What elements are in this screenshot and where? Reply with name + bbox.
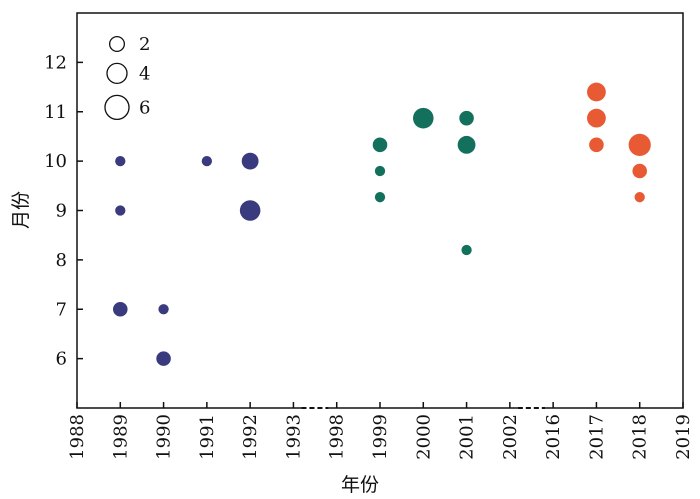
x-tick-label: 1990 — [154, 414, 175, 460]
bubble-point — [115, 205, 126, 216]
legend-size-circle — [108, 35, 126, 53]
x-tick-label: 1993 — [283, 414, 304, 460]
x-tick-label: 2019 — [673, 414, 694, 460]
bubble-point — [156, 351, 171, 366]
plot-frame — [76, 12, 684, 409]
bubble-point — [632, 163, 647, 179]
y-tick-label: 10 — [44, 151, 67, 172]
plot-border — [76, 12, 684, 409]
legend-size-circle — [104, 94, 130, 121]
bubble-point — [412, 107, 434, 129]
y-axis-title: 月份 — [10, 191, 32, 229]
x-tick-label: 1989 — [110, 414, 131, 460]
bubble-point — [115, 155, 126, 167]
y-axis: 6 7 8 9 10 11 12 — [44, 52, 83, 370]
y-tick-label: 11 — [44, 102, 67, 123]
legend-size-label: 2 — [139, 34, 150, 55]
legend-size-label: 6 — [139, 97, 150, 118]
bubble-point — [628, 133, 651, 156]
bubble-point — [374, 192, 386, 203]
x-tick-label: 1991 — [197, 414, 218, 460]
bubble-point — [457, 135, 476, 154]
x-axis-title: 年份 — [341, 474, 379, 496]
bubble-point — [113, 301, 128, 317]
bubble-point — [372, 137, 388, 153]
y-tick-label: 8 — [56, 250, 67, 271]
x-axis: 1988 1989 1990 1991 1992 1993 1998 1999 2000 2001… — [67, 402, 694, 460]
legend-size-label: 4 — [139, 63, 150, 84]
x-tick-label: 2017 — [586, 414, 607, 460]
bubble-point — [158, 304, 169, 315]
bubble-point — [239, 200, 261, 221]
bubble-point — [587, 108, 606, 128]
bubble-point — [201, 155, 213, 167]
x-tick-label: 1988 — [67, 414, 88, 460]
bubble-point — [634, 192, 645, 203]
x-tick-label: 2002 — [500, 414, 521, 460]
x-tick-label: 2000 — [413, 414, 434, 460]
x-tick-label: 2018 — [630, 414, 651, 460]
bubble-point — [374, 165, 386, 177]
data-points — [113, 82, 651, 366]
x-tick-label: 1998 — [327, 414, 348, 460]
y-tick-label: 7 — [56, 299, 67, 320]
bubble-point — [589, 137, 604, 153]
size-legend: 2 4 6 — [104, 34, 150, 121]
y-tick-label: 12 — [44, 52, 67, 73]
bubble-point — [461, 244, 472, 256]
bubble-point — [587, 82, 606, 102]
x-tick-label: 1999 — [370, 414, 391, 460]
x-tick-label: 2016 — [543, 414, 564, 460]
bubble-point — [241, 152, 259, 170]
bubble-point — [459, 110, 474, 126]
x-tick-label: 1992 — [240, 414, 261, 460]
legend-size-circle — [106, 62, 128, 85]
x-tick-label: 2001 — [457, 414, 478, 460]
y-tick-label: 6 — [56, 349, 67, 370]
y-tick-label: 9 — [56, 201, 67, 222]
